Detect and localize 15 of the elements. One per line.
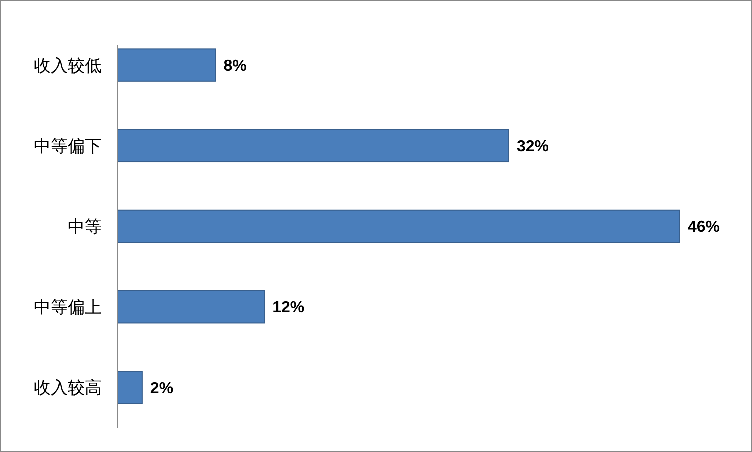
bar xyxy=(118,48,216,82)
y-tick-label: 收入较高 xyxy=(34,378,102,399)
y-tick-label: 中等偏上 xyxy=(34,298,102,318)
bar xyxy=(118,371,143,404)
y-tick-label: 中等 xyxy=(68,217,102,238)
bar xyxy=(118,210,680,244)
data-label: 32% xyxy=(516,138,549,156)
data-label: 8% xyxy=(224,58,247,75)
bar xyxy=(118,129,510,163)
y-tick-label: 收入较低 xyxy=(34,56,102,76)
data-label: 12% xyxy=(272,300,305,317)
y-tick-label: 中等偏下 xyxy=(34,136,102,157)
bar xyxy=(118,290,266,324)
data-label: 46% xyxy=(688,219,720,236)
data-label: 2% xyxy=(150,380,174,398)
